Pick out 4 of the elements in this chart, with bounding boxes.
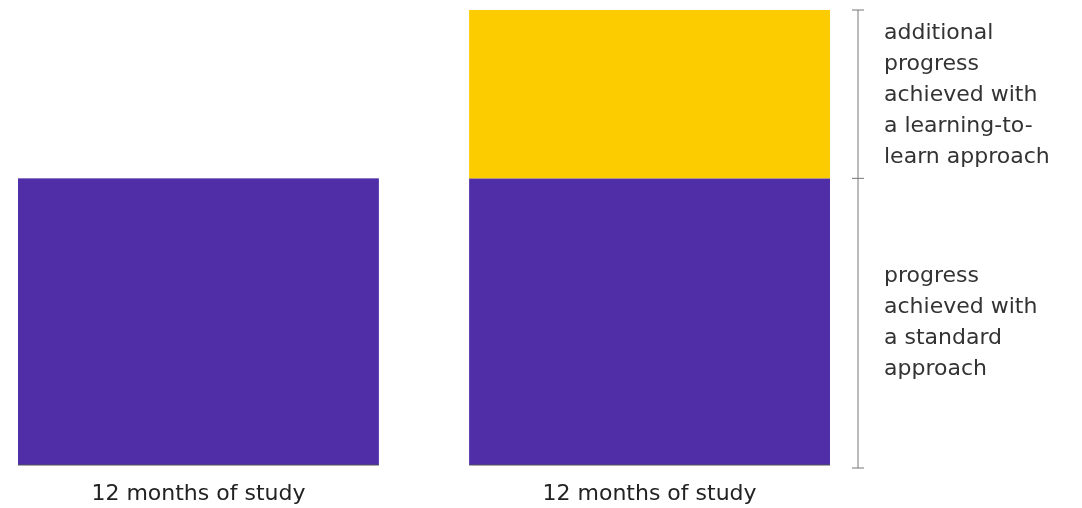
x-tick-label: 12 months of study <box>542 480 757 505</box>
text: additional progress achieved with a learning-to-learn approach <box>884 19 1050 169</box>
text: progress achieved with a standard approach <box>884 262 1038 381</box>
x-tick-label: 12 months of study <box>91 480 306 505</box>
